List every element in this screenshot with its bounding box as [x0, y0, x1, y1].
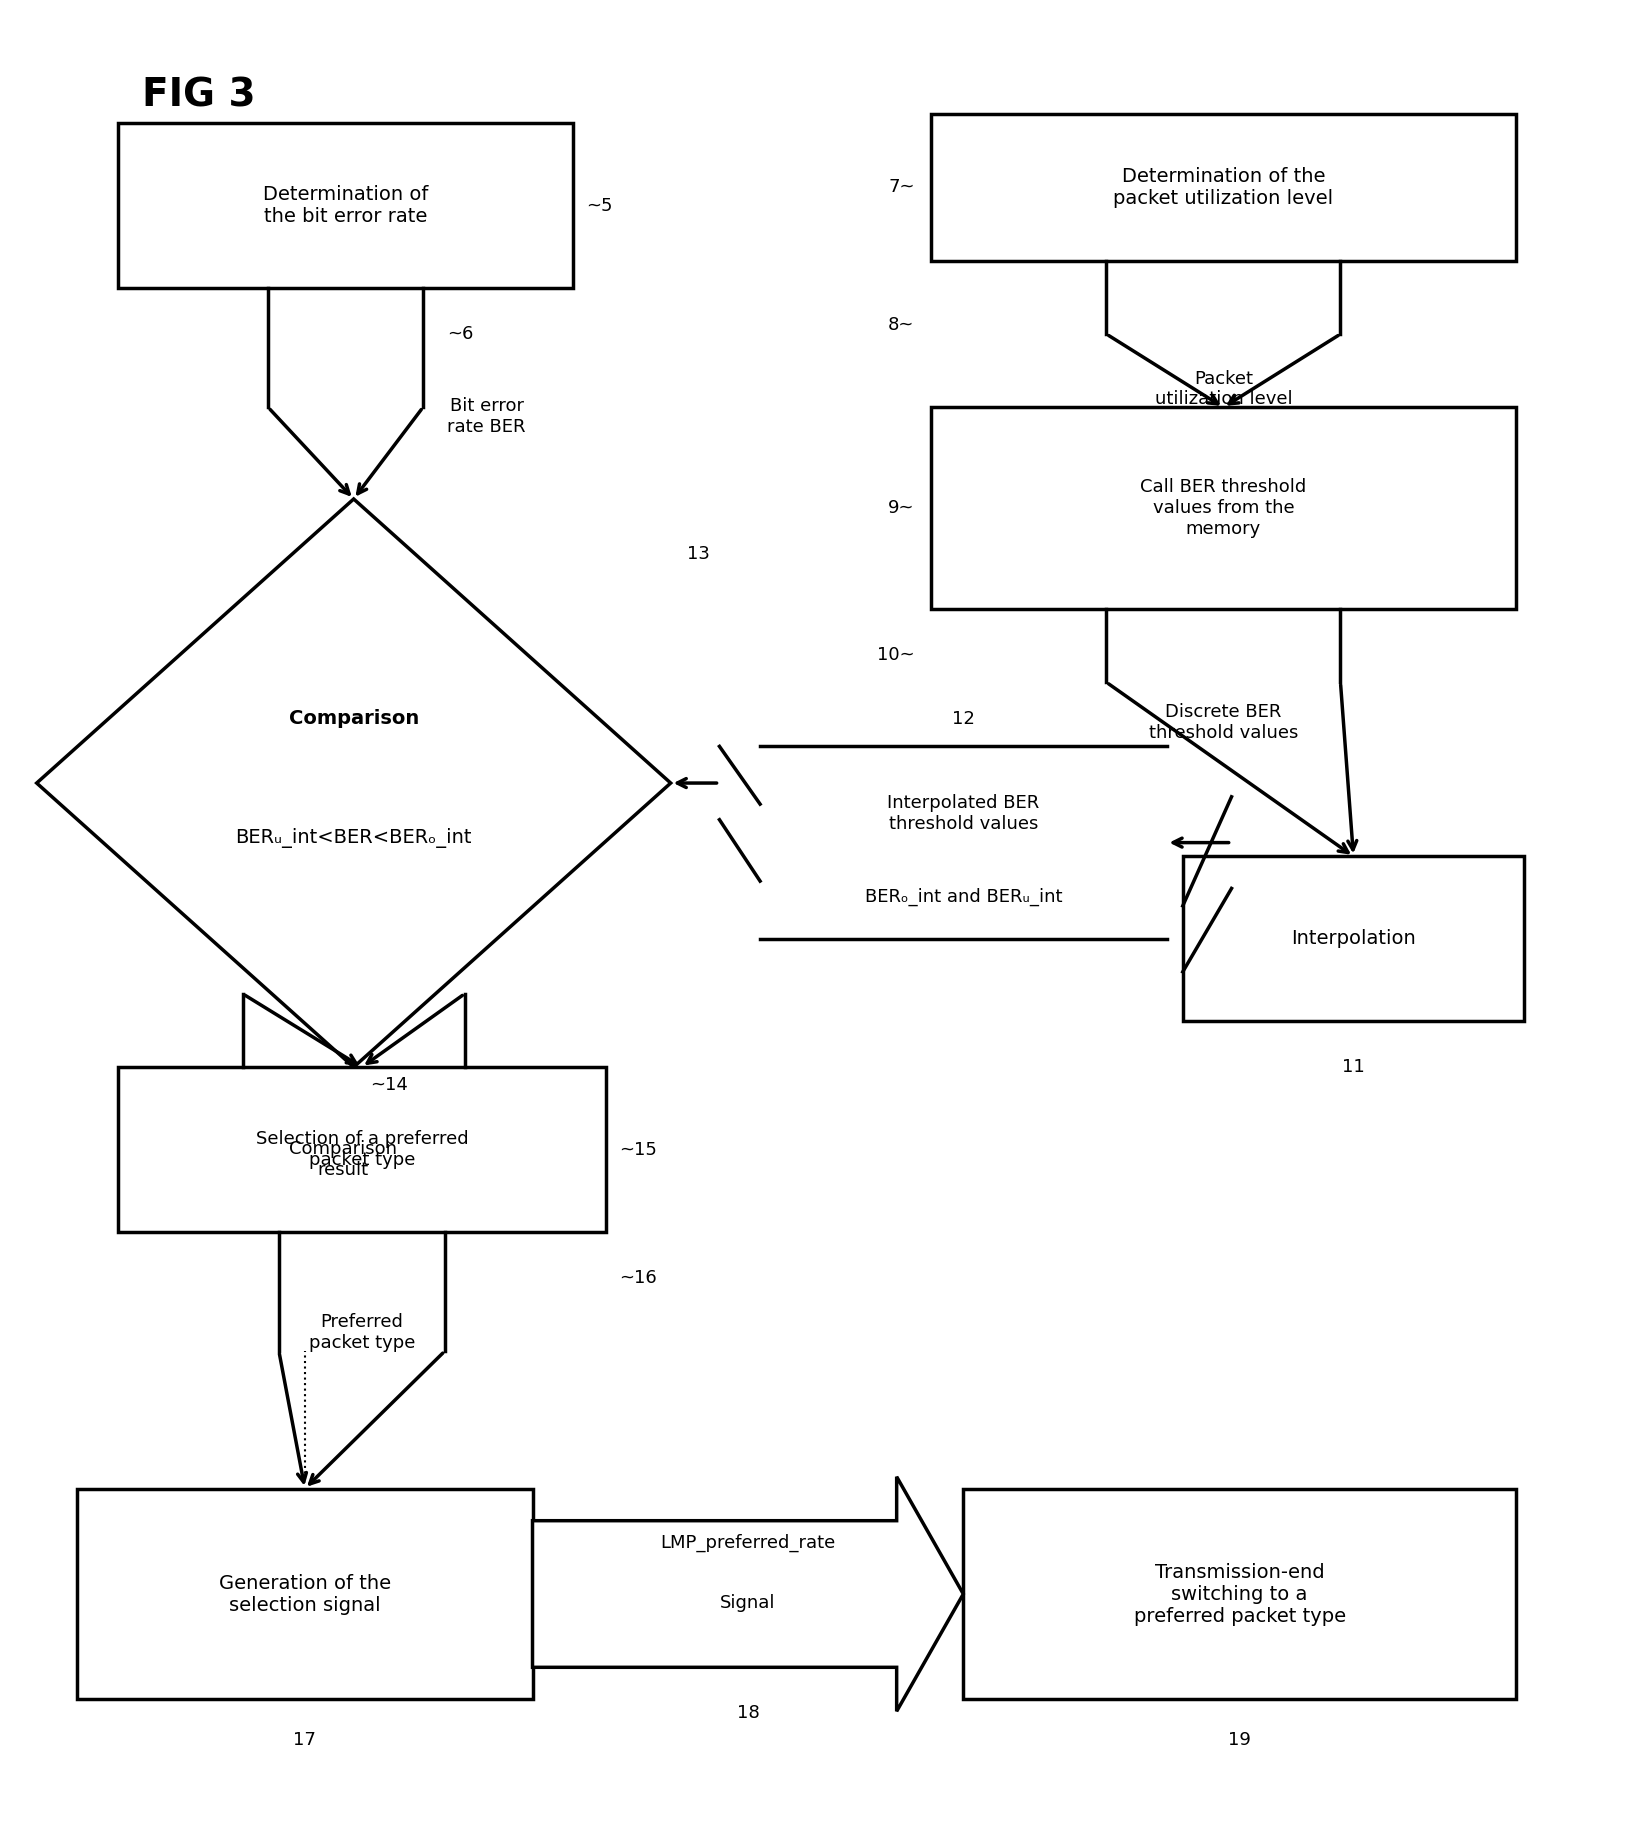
Text: ~16: ~16: [619, 1268, 657, 1287]
Text: 10~: 10~: [877, 646, 915, 665]
Text: LMP_preferred_rate: LMP_preferred_rate: [660, 1534, 835, 1552]
Text: Signal: Signal: [721, 1594, 776, 1613]
Text: 9~: 9~: [887, 499, 915, 517]
Text: Bit error
rate BER: Bit error rate BER: [448, 398, 526, 436]
Text: Selection of a preferred
packet type: Selection of a preferred packet type: [255, 1130, 467, 1169]
FancyBboxPatch shape: [931, 114, 1516, 261]
Text: FIG 3: FIG 3: [142, 77, 257, 114]
Text: Interpolated BER
threshold values: Interpolated BER threshold values: [887, 793, 1039, 834]
Text: 19: 19: [1229, 1731, 1252, 1749]
Text: Discrete BER
threshold values: Discrete BER threshold values: [1149, 703, 1297, 742]
Text: 8~: 8~: [889, 317, 915, 333]
Text: ~6: ~6: [448, 326, 474, 342]
Text: ~15: ~15: [619, 1141, 657, 1158]
Text: Interpolation: Interpolation: [1291, 930, 1415, 948]
Text: Packet
utilization level: Packet utilization level: [1155, 370, 1292, 409]
Text: Preferred
packet type: Preferred packet type: [309, 1313, 415, 1353]
Text: 7~: 7~: [887, 179, 915, 197]
Text: Determination of
the bit error rate: Determination of the bit error rate: [263, 186, 428, 226]
Text: BERₒ_int and BERᵤ_int: BERₒ_int and BERᵤ_int: [864, 887, 1062, 906]
Text: Comparison
result: Comparison result: [289, 1140, 397, 1180]
Text: BERᵤ_int<BER<BERₒ_int: BERᵤ_int<BER<BERₒ_int: [235, 828, 472, 849]
FancyBboxPatch shape: [118, 123, 574, 289]
Text: 18: 18: [737, 1705, 760, 1721]
Text: Generation of the
selection signal: Generation of the selection signal: [219, 1574, 391, 1615]
Text: 11: 11: [1342, 1059, 1364, 1077]
Text: Transmission-end
switching to a
preferred packet type: Transmission-end switching to a preferre…: [1134, 1563, 1346, 1626]
Text: Comparison: Comparison: [289, 709, 418, 729]
FancyBboxPatch shape: [118, 1068, 606, 1232]
Polygon shape: [533, 1476, 964, 1712]
Text: 17: 17: [294, 1731, 317, 1749]
Polygon shape: [36, 499, 670, 1068]
Text: Determination of the
packet utilization level: Determination of the packet utilization …: [1113, 168, 1333, 208]
Text: 13: 13: [686, 545, 709, 563]
FancyBboxPatch shape: [931, 407, 1516, 609]
Text: 12: 12: [953, 711, 975, 727]
FancyBboxPatch shape: [77, 1489, 533, 1699]
FancyBboxPatch shape: [1183, 856, 1525, 1022]
Text: Call BER threshold
values from the
memory: Call BER threshold values from the memor…: [1141, 479, 1307, 538]
FancyBboxPatch shape: [964, 1489, 1516, 1699]
Text: ~5: ~5: [587, 197, 613, 215]
Text: ~14: ~14: [369, 1077, 408, 1094]
